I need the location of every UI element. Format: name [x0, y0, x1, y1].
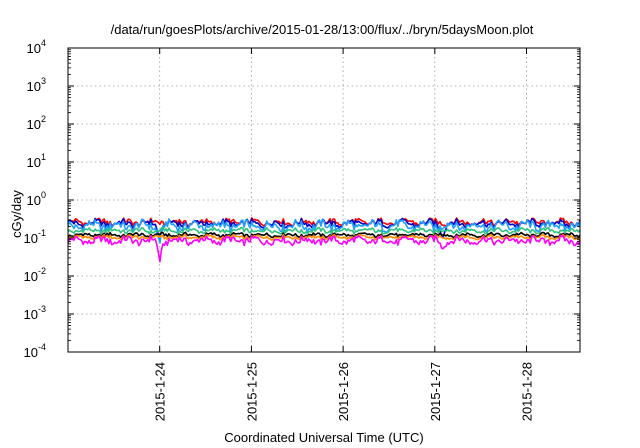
y-axis-label: cGy/day [9, 190, 24, 238]
y-tick-label: 103 [27, 76, 46, 94]
x-tick-label: 2015-1-25 [244, 362, 259, 421]
y-tick-label: 10-4 [24, 342, 46, 360]
series-line-4 [67, 226, 581, 235]
series-line-6 [67, 233, 581, 241]
y-tick-labels: 104 103 102 101 100 10-1 10-2 10-3 10-4 [24, 38, 46, 360]
y-tick-label: 104 [27, 38, 46, 56]
y-tick-label: 10-3 [24, 304, 46, 322]
y-tick-label: 100 [27, 190, 46, 208]
x-tick-label: 2015-1-24 [153, 362, 168, 421]
y-tick-label: 10-2 [24, 266, 46, 284]
ticks [68, 47, 580, 353]
series-lines [67, 217, 581, 263]
series-line-5 [67, 231, 581, 239]
x-tick-label: 2015-1-26 [336, 362, 351, 421]
x-tick-label: 2015-1-28 [520, 362, 535, 421]
y-tick-label: 10-1 [24, 228, 46, 246]
x-axis-label: Coordinated Universal Time (UTC) [224, 430, 423, 445]
x-tick-label: 2015-1-27 [428, 362, 443, 421]
series-line-7 [67, 234, 581, 263]
y-tick-label: 102 [27, 114, 46, 132]
x-tick-labels: 2015-1-24 2015-1-25 2015-1-26 2015-1-27 2015… [153, 362, 535, 421]
grid [68, 48, 580, 352]
y-tick-label: 101 [27, 152, 46, 170]
chart-title: /data/run/goesPlots/archive/2015-01-28/1… [111, 22, 534, 37]
series-line-3 [67, 218, 581, 244]
